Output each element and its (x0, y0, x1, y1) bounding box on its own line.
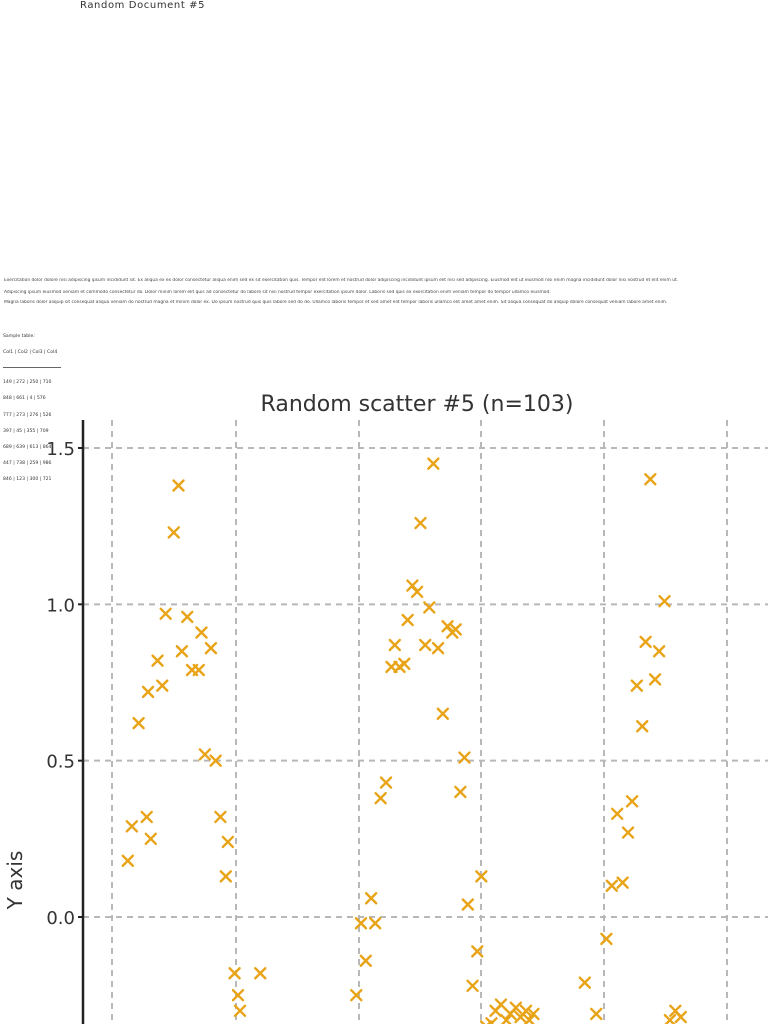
paragraph-3: Magna laboris dolor aliquip sit consequa… (4, 300, 668, 305)
table-row: 777 | 273 | 276 | 526 (3, 412, 52, 418)
scatter-points (121, 457, 687, 1024)
scatter-point (204, 641, 218, 655)
scatter-point (458, 751, 471, 764)
scatter-chart-svg: Random scatter #5 (n=103) Y axis 0.0 0.5 1… (3, 392, 768, 1024)
scatter-point (479, 1020, 493, 1024)
y-tick-label: 0.5 (46, 752, 75, 773)
paragraph-1: Exercitation dolor dolore nisi adipiscin… (4, 278, 679, 283)
scatter-point (410, 585, 424, 599)
table-row: 689 | 639 | 613 | 864 (3, 444, 52, 450)
scatter-point (644, 473, 657, 486)
grid-lines (83, 420, 768, 1024)
scatter-point (625, 795, 639, 808)
scatter-point (369, 917, 382, 930)
scatter-point (621, 826, 635, 839)
y-tick-label: 0.0 (46, 908, 75, 929)
scatter-point (228, 967, 241, 980)
scatter-point (648, 673, 662, 686)
scatter-point (374, 791, 387, 805)
y-tick-label: 1.5 (46, 439, 75, 460)
scatter-point (214, 810, 227, 824)
table-header: Col1 | Col2 | Col3 | Col4 (3, 350, 58, 356)
scatter-point (172, 479, 185, 492)
scatter-point (658, 595, 671, 608)
table-row: 447 | 738 | 259 | 986 (3, 461, 52, 467)
scatter-point (144, 832, 157, 846)
scatter-point (233, 1004, 247, 1017)
scatter-point (611, 807, 624, 821)
scatter-point (398, 657, 411, 670)
scatter-point (636, 720, 649, 733)
scatter-point (431, 641, 445, 655)
scatter-point (219, 870, 233, 883)
scatter-chart: Random scatter #5 (n=103) Y axis 0.0 0.5 1… (0, 384, 768, 1024)
scatter-point (519, 1004, 533, 1017)
scatter-point (475, 870, 488, 883)
scatter-point (454, 785, 467, 799)
y-axis-label: Y axis (3, 851, 27, 911)
scatter-point (221, 835, 235, 849)
scatter-point (364, 892, 378, 905)
scatter-point (509, 1001, 523, 1014)
scatter-point (254, 967, 267, 980)
scatter-point (639, 635, 652, 649)
scatter-point (527, 1007, 540, 1021)
scatter-point (423, 601, 436, 614)
scatter-point (350, 988, 363, 1002)
scatter-point (159, 607, 172, 620)
scatter-point (605, 879, 619, 892)
scatter-point (198, 748, 212, 761)
scatter-point (359, 954, 372, 967)
scatter-point (125, 820, 139, 833)
scatter-point (652, 645, 666, 658)
scatter-point (461, 898, 475, 911)
scatter-point (466, 979, 479, 992)
scatter-point (471, 945, 484, 958)
scatter-point (354, 917, 368, 930)
scatter-point (419, 638, 432, 652)
y-tick-labels: 0.0 0.5 1.0 1.5 (46, 439, 83, 929)
scatter-point (590, 1007, 603, 1021)
scatter-point (181, 610, 194, 624)
table-row: 149 | 272 | 250 | 710 (3, 380, 52, 386)
table-row: 397 | 45 | 355 | 709 (3, 428, 49, 434)
scatter-point (140, 810, 153, 824)
scatter-point (600, 932, 613, 946)
scatter-point (192, 663, 205, 677)
scatter-point (674, 1010, 687, 1024)
scatter-point (132, 716, 145, 730)
scatter-point (494, 998, 508, 1011)
scatter-point (578, 976, 591, 989)
scatter-point (195, 626, 208, 639)
scatter-point (630, 679, 644, 692)
sample-table: Sample table: Col1 | Col2 | Col3 | Col4 … (3, 323, 61, 488)
scatter-point (209, 754, 222, 767)
scatter-point (167, 526, 180, 539)
scatter-point (427, 457, 440, 470)
scatter-point (141, 685, 155, 699)
scatter-point (388, 638, 402, 652)
table-row: 846 | 123 | 300 | 721 (3, 477, 52, 483)
paragraph-2: Adipiscing ipsum eiusmod veniam et commo… (4, 290, 551, 295)
scatter-point (121, 854, 135, 867)
chart-title: Random scatter #5 (n=103) (261, 392, 574, 417)
scatter-point (175, 645, 189, 658)
scatter-point (449, 623, 462, 636)
scatter-point (151, 654, 164, 667)
scatter-point (379, 776, 393, 789)
table-caption: Sample table: (3, 333, 35, 339)
table-divider (3, 367, 61, 369)
document-title: Random Document #5 (80, 0, 206, 11)
y-tick-label: 1.0 (46, 595, 75, 616)
scatter-point (485, 1017, 498, 1024)
scatter-point (436, 707, 450, 720)
scatter-point (156, 679, 169, 692)
scatter-point (414, 516, 427, 530)
scatter-point (616, 876, 629, 889)
scatter-point (401, 613, 414, 627)
scatter-point (231, 988, 245, 1002)
table-row: 848 | 661 | 4 | 576 (3, 396, 46, 402)
